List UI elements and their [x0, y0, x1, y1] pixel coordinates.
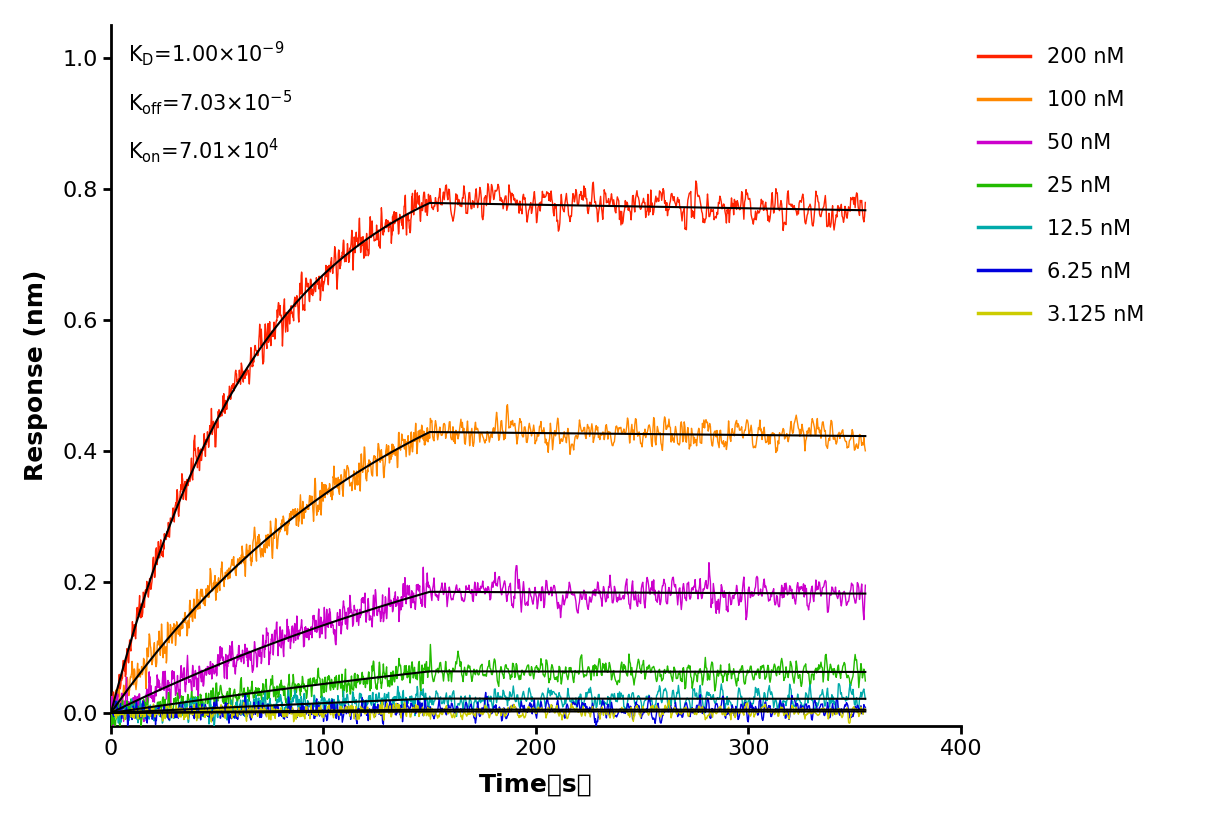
- Legend: 200 nM, 100 nM, 50 nM, 25 nM, 12.5 nM, 6.25 nM, 3.125 nM: 200 nM, 100 nM, 50 nM, 25 nM, 12.5 nM, 6…: [970, 39, 1152, 333]
- Y-axis label: Response (nm): Response (nm): [25, 270, 48, 481]
- X-axis label: Time（s）: Time（s）: [479, 773, 593, 797]
- Text: K$_\mathrm{D}$=1.00×10$^{-9}$
K$_\mathrm{off}$=7.03×10$^{-5}$
K$_\mathrm{on}$=7.: K$_\mathrm{D}$=1.00×10$^{-9}$ K$_\mathrm…: [128, 39, 292, 166]
